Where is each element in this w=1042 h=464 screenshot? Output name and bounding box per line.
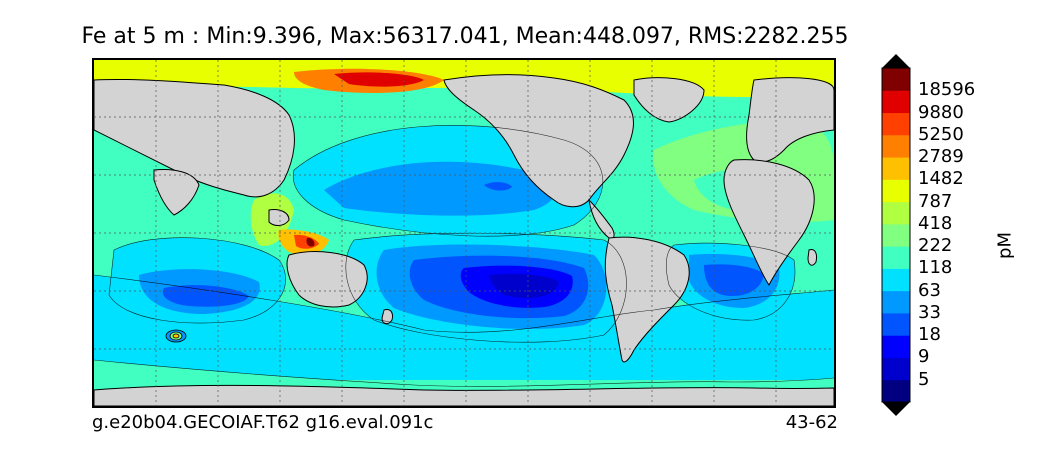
arctic-red bbox=[334, 72, 424, 87]
land-africa bbox=[723, 159, 815, 286]
land-australia bbox=[286, 251, 368, 308]
land-madagascar bbox=[807, 249, 817, 266]
land-central-america bbox=[588, 198, 615, 239]
south-pacific-core bbox=[489, 273, 559, 298]
colorbar-tick-label: 18596 bbox=[918, 79, 976, 101]
land-south-america bbox=[604, 236, 690, 363]
plot-title: Fe at 5 m : Min:9.396, Max:56317.041, Me… bbox=[81, 24, 849, 49]
colorbar-segment bbox=[882, 357, 910, 381]
colorbar-segment bbox=[882, 246, 910, 269]
colorbar-tick-label: 5250 bbox=[918, 123, 964, 145]
colorbar-segment bbox=[882, 157, 910, 180]
colorbar-tick-label: 418 bbox=[918, 212, 953, 234]
colorbar-tick-label: 787 bbox=[918, 190, 953, 212]
map-panel bbox=[92, 58, 836, 408]
colorbar-tick-label: 5 bbox=[918, 368, 930, 390]
land-new-zealand bbox=[381, 309, 393, 325]
colorbar-tick-label: 63 bbox=[918, 279, 941, 301]
colorbar-tick-label: 222 bbox=[918, 235, 953, 257]
colorbar-segment bbox=[882, 179, 910, 203]
colorbar-tick-label: 9 bbox=[918, 346, 930, 368]
colorbar-segment bbox=[882, 223, 910, 247]
colorbar-segment bbox=[882, 379, 910, 403]
north-pacific-blue bbox=[324, 161, 556, 216]
land-eurasia bbox=[746, 77, 834, 163]
north-pacific-core bbox=[484, 182, 512, 191]
island-hotspot bbox=[165, 329, 187, 343]
colorbar-segment bbox=[882, 290, 910, 314]
colorbar-segment bbox=[882, 335, 910, 358]
colorbar-extend-max bbox=[882, 54, 910, 68]
colorbar-segment bbox=[882, 68, 910, 91]
colorbar-segment bbox=[882, 134, 910, 158]
case-name-label: g.e20b04.GECOIAF.T62 g16.eval.091c bbox=[92, 412, 434, 433]
indian-ocean-deep bbox=[162, 285, 249, 307]
land-borneo bbox=[268, 209, 290, 226]
colorbar-tick-label: 33 bbox=[918, 301, 941, 323]
colorbar-tick-label: 9880 bbox=[918, 101, 964, 123]
land-antarctica bbox=[94, 384, 834, 406]
colorbar-border bbox=[881, 67, 911, 403]
colorbar-tick-label: 118 bbox=[918, 257, 953, 279]
south-atlantic-deep bbox=[704, 264, 764, 296]
colorbar-segment bbox=[882, 90, 910, 114]
colorbar-segment bbox=[882, 268, 910, 292]
colorbar-segment bbox=[882, 112, 910, 136]
years-label: 43-62 bbox=[785, 412, 838, 433]
colorbar-segment bbox=[882, 201, 910, 225]
land-greenland bbox=[633, 77, 705, 123]
colorbar-extend-min bbox=[882, 402, 910, 416]
ocean-field-map bbox=[94, 60, 834, 406]
colorbar-segment bbox=[882, 312, 910, 336]
indonesia-max bbox=[306, 237, 315, 247]
colorbar-tick-label: 18 bbox=[918, 324, 941, 346]
southern-ocean-cyan bbox=[94, 275, 834, 380]
colorbar-tick-label: 1482 bbox=[918, 168, 964, 190]
land-india bbox=[153, 169, 200, 216]
colorbar-tick-label: 2789 bbox=[918, 146, 964, 168]
land-north-america bbox=[443, 74, 634, 208]
colorbar-units-label: pM bbox=[994, 232, 1016, 259]
colorbar bbox=[881, 54, 911, 416]
